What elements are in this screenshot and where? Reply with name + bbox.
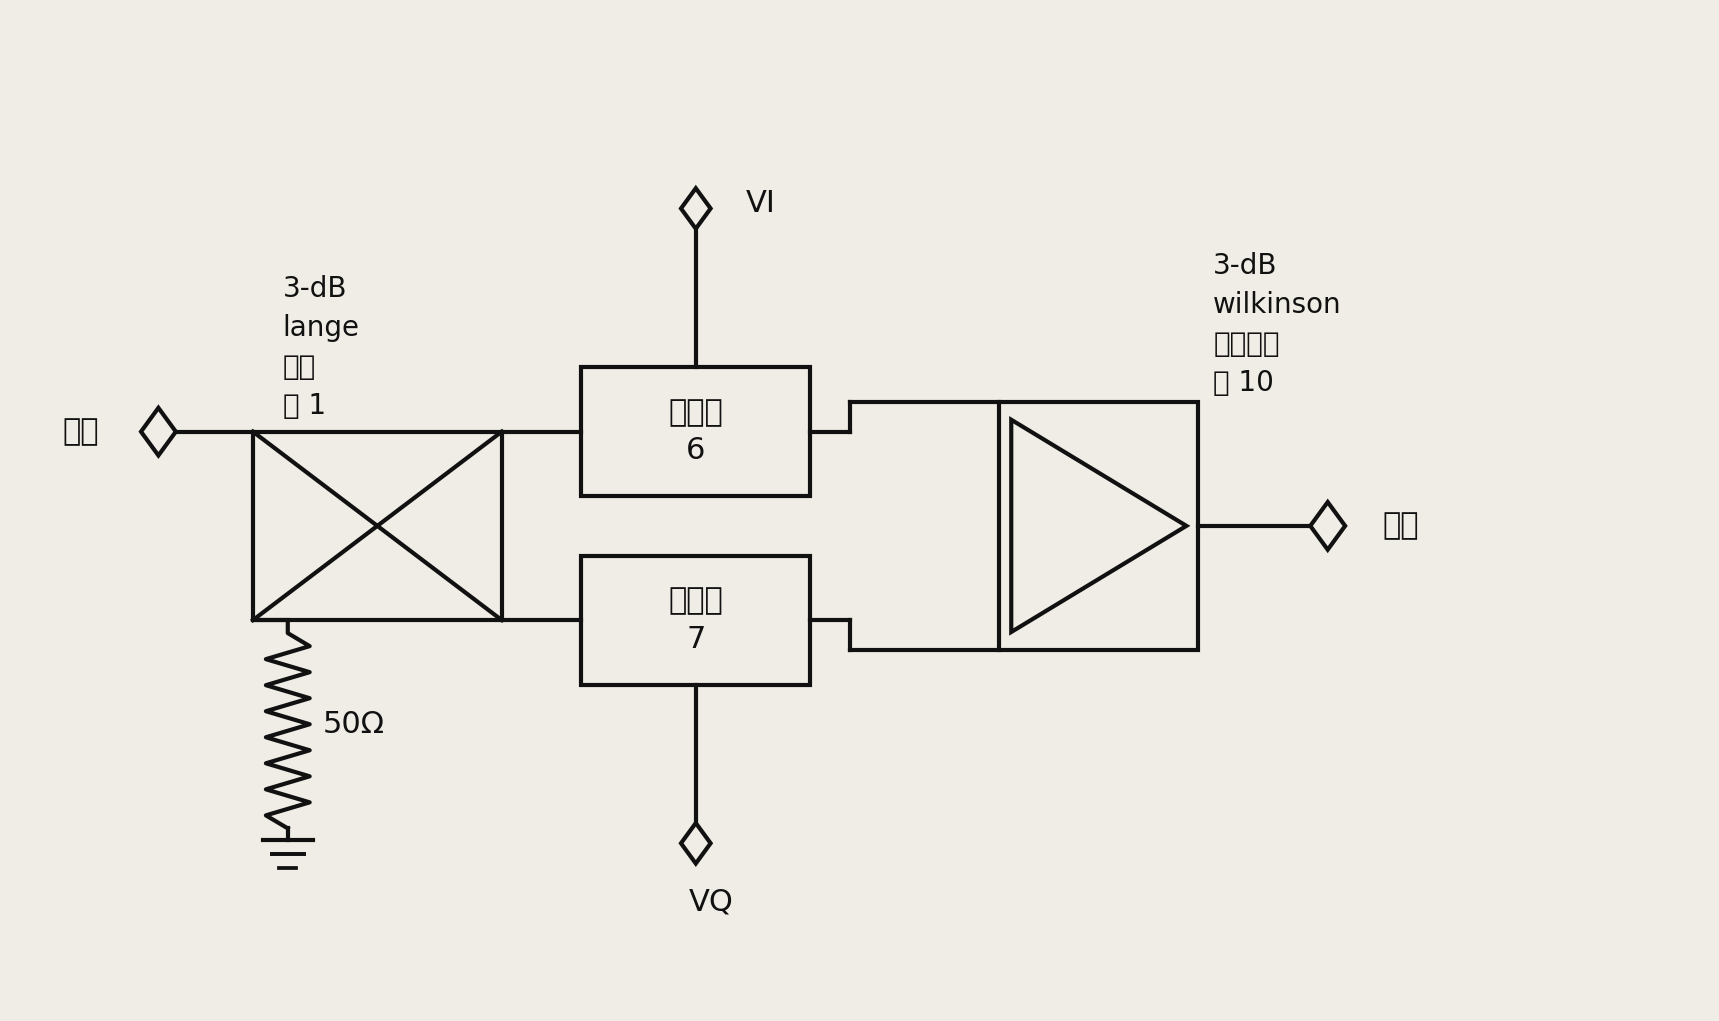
Text: 3-dB
wilkinson
功率合成
器 10: 3-dB wilkinson 功率合成 器 10	[1214, 252, 1343, 397]
Text: 输入: 输入	[62, 418, 98, 446]
Text: VI: VI	[746, 189, 775, 218]
Bar	[253, 432, 502, 620]
Text: 衰减器
6: 衰减器 6	[669, 398, 724, 466]
Bar	[999, 402, 1198, 649]
Text: 50Ω: 50Ω	[323, 710, 385, 739]
Text: VQ: VQ	[688, 888, 734, 917]
Text: 衰减器
7: 衰减器 7	[669, 586, 724, 653]
Bar	[581, 555, 810, 684]
Text: 3-dB
lange
耦合
器 1: 3-dB lange 耦合 器 1	[284, 275, 359, 420]
Text: 输出: 输出	[1382, 512, 1418, 540]
Bar	[581, 368, 810, 496]
